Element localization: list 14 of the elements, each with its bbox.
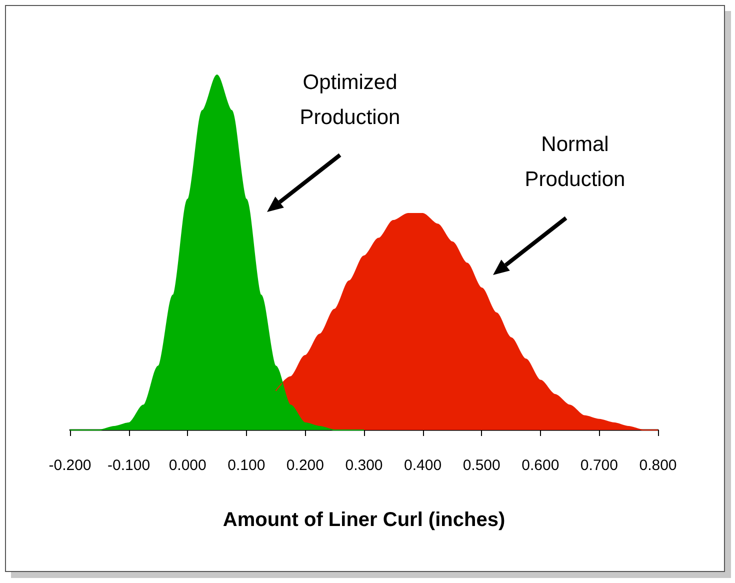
x-tick-label: 0.200 <box>286 457 324 474</box>
x-tick-label: 0.000 <box>168 457 206 474</box>
x-tick-label: 0.100 <box>228 457 266 474</box>
x-tick-label: -0.200 <box>48 457 92 474</box>
x-tick-label: -0.100 <box>108 457 150 474</box>
annotation: Optimized Production <box>300 71 400 129</box>
x-tick-label: 0.700 <box>580 457 618 474</box>
x-tick-label: 0.300 <box>345 457 383 474</box>
x-axis-title: Amount of Liner Curl (inches) <box>222 509 506 531</box>
x-tick-label: 0.600 <box>522 457 560 474</box>
annotation: Normal Production <box>524 133 626 191</box>
x-tick-label: 0.500 <box>462 457 500 474</box>
x-tick-label: 0.800 <box>639 457 677 474</box>
x-tick-label: 0.400 <box>404 457 442 474</box>
